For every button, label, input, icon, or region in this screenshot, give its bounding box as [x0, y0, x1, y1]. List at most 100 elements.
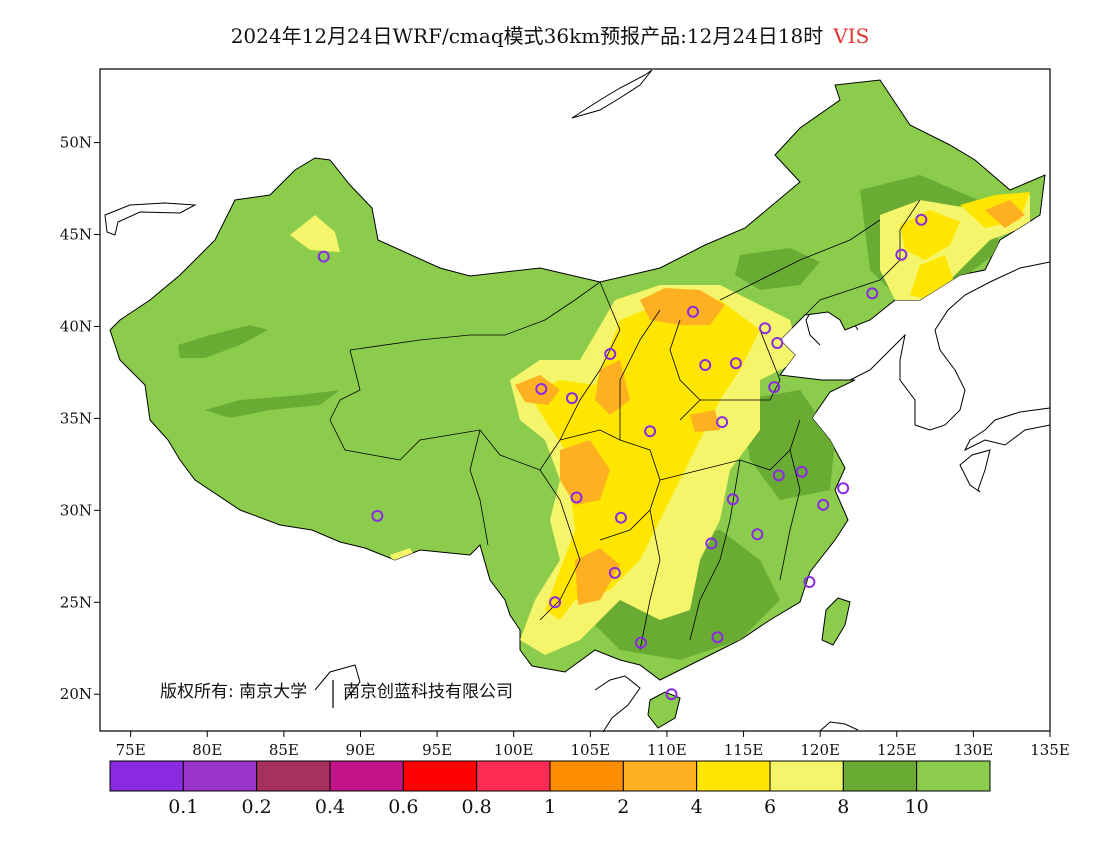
colorbar-label: 0.8 [462, 796, 492, 818]
lon-tick-label: 110E [647, 741, 687, 759]
taiwan-island [821, 597, 851, 646]
city-station-marker [895, 248, 908, 261]
vis-zone-2-4 [575, 548, 620, 605]
colorbar-label: 8 [837, 796, 849, 818]
colorbar-label: 0.1 [168, 796, 198, 818]
city-station-marker [644, 425, 657, 438]
colorbar-swatch [696, 760, 771, 792]
vis-patch-8-10 [740, 390, 835, 500]
vis-zone-4-6 [900, 210, 960, 260]
colorbar-swatch [182, 760, 258, 792]
lon-tick-label: 105E [571, 741, 611, 759]
city-station-marker [711, 631, 724, 644]
lon-tick-label: 115E [724, 741, 764, 759]
lon-tick-label: 90E [345, 741, 375, 759]
colorbar-swatch [109, 760, 184, 792]
vis-patch-8-10 [735, 248, 820, 290]
lake-balkhash-outline [104, 202, 197, 236]
vis-band-6-8 [290, 215, 340, 252]
city-station-marker [726, 493, 739, 506]
lon-tick-label: 85E [269, 741, 299, 759]
city-station-marker [716, 416, 729, 429]
city-station-marker [705, 537, 718, 550]
city-station-marker [772, 469, 785, 482]
city-station-marker [614, 511, 627, 524]
city-station-marker [570, 491, 583, 504]
province-boundaries [329, 199, 921, 651]
city-station-marker [768, 381, 781, 394]
lon-tick-label: 100E [494, 741, 534, 759]
bay-of-bengal-coast [314, 664, 361, 701]
lon-tick-label: 75E [116, 741, 146, 759]
city-station-marker [686, 305, 699, 318]
vis-zone-2-4 [515, 375, 560, 405]
city-station-marker [665, 688, 678, 701]
latitude-axis: 20N 25N 30N 35N 40N 45N 50N [60, 134, 100, 703]
city-station-marker [608, 566, 621, 579]
lon-tick-label: 95E [422, 741, 452, 759]
colorbar-label: 0.6 [388, 796, 418, 818]
lat-tick-label: 20N [60, 685, 92, 703]
colorbar-swatch [769, 760, 844, 792]
city-station-marker [317, 250, 330, 263]
colorbar-swatch [329, 760, 404, 792]
colorbar-label: 2 [617, 796, 629, 818]
hainan-island [647, 691, 681, 729]
city-station-marker [837, 482, 850, 495]
copyright-left: 版权所有: 南京大学 [160, 682, 307, 702]
colorbar-swatch [842, 760, 918, 792]
vis-zone-2-4 [985, 200, 1025, 228]
longitude-axis: 75E 80E 85E 90E 95E 100E 105E 110E 115E 120E 125E 1… [116, 731, 1070, 759]
city-station-marker [535, 382, 548, 395]
colorbar-swatch [549, 760, 624, 792]
city-station-marker [371, 509, 384, 522]
city-station-marker [817, 498, 830, 511]
colorbar-swatch [916, 760, 991, 792]
lat-tick-label: 50N [60, 134, 92, 152]
lat-tick-label: 30N [60, 501, 92, 519]
colorbar-swatch [476, 760, 551, 792]
lon-tick-label: 130E [954, 741, 994, 759]
lon-tick-label: 120E [800, 741, 840, 759]
station-markers [317, 213, 928, 701]
city-station-marker [729, 357, 742, 370]
city-station-marker [803, 576, 816, 589]
vis-zone-4-6 [530, 300, 760, 620]
colorbar-label: 0.4 [315, 796, 345, 818]
colorbar-label: 4 [691, 796, 703, 818]
lon-tick-label: 125E [877, 741, 917, 759]
city-station-marker [866, 287, 879, 300]
city-station-marker [604, 348, 617, 361]
vis-zone-2-4 [560, 440, 610, 505]
city-station-marker [771, 336, 784, 349]
copyright-right: 南京创蓝科技有限公司 [343, 682, 513, 702]
city-station-marker [751, 528, 764, 541]
city-station-marker [915, 213, 928, 226]
colorbar-label: 10 [905, 796, 929, 818]
title-text: 2024年12月24日WRF/cmaq模式36km预报产品:12月24日18时 [230, 24, 824, 48]
lon-tick-label: 135E [1030, 741, 1070, 759]
lat-tick-label: 25N [60, 593, 92, 611]
lon-tick-label: 80E [192, 741, 222, 759]
vietnam-coast [594, 675, 641, 733]
china-visibility-field [109, 79, 1046, 729]
vis-patch-8-10 [205, 390, 340, 418]
colorbar-swatch [402, 760, 478, 792]
lat-tick-label: 35N [60, 409, 92, 427]
korea-coast [849, 261, 1051, 431]
vis-zone-2-4 [640, 288, 725, 325]
colorbar-label: 6 [764, 796, 776, 818]
title-variable: VIS [833, 24, 870, 48]
lat-tick-label: 45N [60, 226, 92, 244]
city-station-marker [795, 465, 808, 478]
city-station-marker [565, 392, 578, 405]
city-station-marker [759, 322, 771, 335]
lake-baikal-outline [571, 69, 653, 119]
vis-zone-2-4 [595, 360, 630, 415]
colorbar-swatch [622, 760, 698, 792]
colorbar-swatch [256, 760, 331, 792]
vis-patch-8-10 [178, 325, 268, 358]
lat-tick-label: 40N [60, 317, 92, 335]
philippines-coast [819, 721, 859, 732]
